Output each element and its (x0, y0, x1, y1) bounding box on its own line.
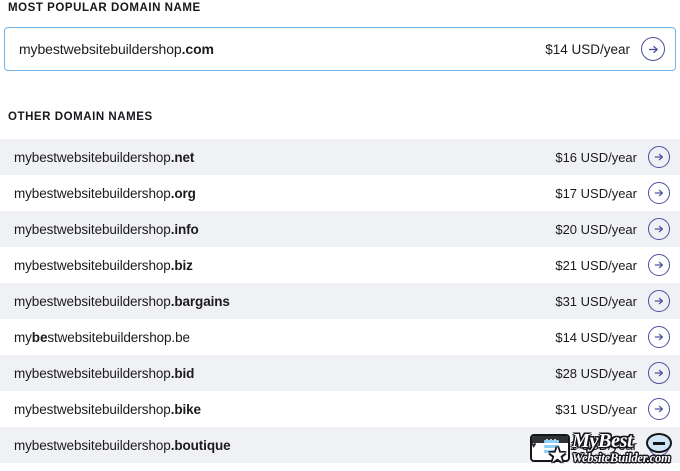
domain-name-prefix: mybestwebsitebuildershop (14, 293, 171, 309)
domain-price: $31 USD/year (555, 401, 637, 417)
row-actions: $31 USD/year (555, 434, 670, 456)
arrow-right-icon[interactable] (648, 218, 670, 240)
row-actions: $16 USD/year (555, 146, 670, 168)
domain-name-prefix: mybestwebsitebuildershop (14, 185, 171, 201)
featured-row-actions: $14 USD/year (545, 37, 665, 61)
arrow-right-icon[interactable] (648, 254, 670, 276)
other-domains-heading: OTHER DOMAIN NAMES (8, 111, 153, 123)
domain-name-tld: .info (170, 221, 199, 237)
row-actions: $31 USD/year (555, 398, 670, 420)
table-row[interactable]: mybestwebsitebuildershop.biz $21 USD/year (0, 247, 680, 283)
domain-name: mybestwebsitebuildershop.bargains (14, 294, 230, 309)
table-row[interactable]: mybestwebsitebuildershop.org $17 USD/year (0, 175, 680, 211)
domain-name-prefix: mybestwebsitebuildershop (14, 221, 171, 237)
domain-name: mybestwebsitebuildershop.biz (14, 258, 193, 273)
domain-list: mybestwebsitebuildershop.net $16 USD/year… (0, 139, 680, 463)
domain-name: mybestwebsitebuildershop.net (14, 150, 194, 165)
domain-name-prefix: my (14, 329, 32, 345)
featured-domain-row[interactable]: mybestwebsitebuildershop.com $14 USD/yea… (4, 27, 676, 71)
row-actions: $31 USD/year (555, 290, 670, 312)
arrow-right-icon[interactable] (648, 362, 670, 384)
featured-domain-name: mybestwebsitebuildershop.com (19, 41, 214, 57)
domain-name-prefix: mybestwebsitebuildershop (14, 149, 171, 165)
domain-name: mybestwebsitebuildershop.info (14, 222, 199, 237)
domain-name-tld: .biz (170, 257, 193, 273)
domain-name-tld: .bike (170, 401, 201, 417)
domain-name-prefix: mybestwebsitebuildershop (14, 365, 171, 381)
row-actions: $21 USD/year (555, 254, 670, 276)
domain-name-tld: .bid (170, 365, 195, 381)
domain-name-tld: .com (181, 41, 214, 57)
arrow-right-icon[interactable] (641, 37, 665, 61)
arrow-right-icon[interactable] (648, 434, 670, 456)
featured-price: $14 USD/year (545, 41, 630, 57)
domain-name-tld: .net (170, 149, 195, 165)
domain-name-tld: .boutique (170, 437, 231, 453)
table-row[interactable]: mybestwebsitebuildershop.net $16 USD/year (0, 139, 680, 175)
domain-price: $17 USD/year (555, 185, 637, 201)
domain-name-prefix: mybestwebsitebuildershop (14, 437, 171, 453)
domain-name: mybestwebsitebuildershop.bike (14, 402, 201, 417)
domain-name-prefix: mybestwebsitebuildershop (14, 257, 171, 273)
table-row[interactable]: mybestwebsitebuildershop.bargains $31 USD… (0, 283, 680, 319)
table-row[interactable]: mybestwebsitebuildershop.bike $31 USD/yea… (0, 391, 680, 427)
domain-name-suffix: stwebsitebuildershop.be (47, 329, 190, 345)
domain-price: $31 USD/year (555, 293, 637, 309)
domain-price: $28 USD/year (555, 365, 637, 381)
arrow-right-icon[interactable] (648, 290, 670, 312)
domain-name: mybestwebsitebuildershop.org (14, 186, 196, 201)
domain-price: $31 USD/year (555, 437, 637, 453)
domain-name: mybestwebsitebuildershop.boutique (14, 438, 231, 453)
arrow-right-icon[interactable] (648, 182, 670, 204)
arrow-right-icon[interactable] (648, 398, 670, 420)
row-actions: $17 USD/year (555, 182, 670, 204)
domain-name-tld: be (31, 329, 48, 345)
domain-name: mybestwebsitebuildershop.bid (14, 366, 194, 381)
domain-name-prefix: mybestwebsitebuildershop (14, 401, 171, 417)
domain-name-tld: .org (170, 185, 196, 201)
arrow-right-icon[interactable] (648, 146, 670, 168)
domain-name-tld: .bargains (170, 293, 230, 309)
domain-name: mybestwebsitebuildershop.be (14, 330, 190, 345)
table-row[interactable]: mybestwebsitebuildershop.be $14 USD/year (0, 319, 680, 355)
table-row[interactable]: mybestwebsitebuildershop.bid $28 USD/year (0, 355, 680, 391)
domain-price: $21 USD/year (555, 257, 637, 273)
arrow-right-icon[interactable] (648, 326, 670, 348)
domain-price: $14 USD/year (555, 329, 637, 345)
most-popular-heading: MOST POPULAR DOMAIN NAME (8, 2, 201, 14)
domain-name-prefix: mybestwebsitebuildershop (19, 41, 182, 57)
row-actions: $20 USD/year (555, 218, 670, 240)
table-row[interactable]: mybestwebsitebuildershop.boutique $31 USD… (0, 427, 680, 463)
row-actions: $28 USD/year (555, 362, 670, 384)
table-row[interactable]: mybestwebsitebuildershop.info $20 USD/yea… (0, 211, 680, 247)
domain-price: $16 USD/year (555, 149, 637, 165)
row-actions: $14 USD/year (555, 326, 670, 348)
domain-price: $20 USD/year (555, 221, 637, 237)
